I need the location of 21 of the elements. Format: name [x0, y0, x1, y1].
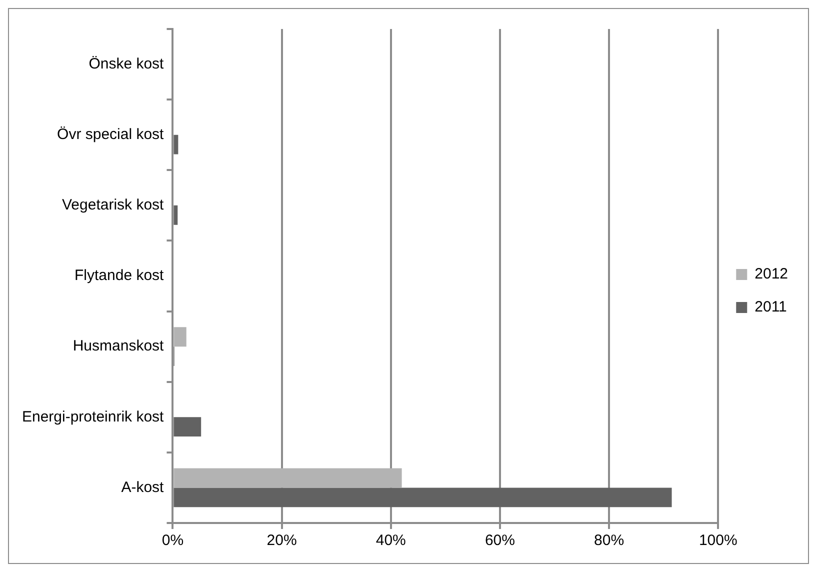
- bar: [174, 468, 402, 488]
- y-tick-label: Flytande kost: [74, 267, 165, 284]
- y-tick-label: Önske kost: [88, 55, 165, 72]
- bar: [174, 134, 178, 154]
- bar: [174, 327, 186, 347]
- bar: [174, 488, 672, 508]
- y-tick-label: Vegetarisk kost: [62, 196, 165, 214]
- x-tick-label: 100%: [698, 532, 738, 550]
- bar: [174, 205, 178, 225]
- legend-label: 2011: [754, 298, 787, 316]
- x-tick-label: 20%: [266, 532, 297, 550]
- x-tick-label: 0%: [162, 532, 184, 550]
- y-tick-label: A-kost: [121, 478, 165, 496]
- x-tick-label: 60%: [484, 532, 515, 550]
- legend-label: 2012: [754, 266, 788, 283]
- bar: [174, 417, 202, 437]
- y-tick-label: Husmanskost: [72, 338, 165, 355]
- y-tick-label: Övr special kost: [57, 126, 165, 143]
- x-tick-label: 40%: [376, 532, 406, 550]
- x-tick-label: 80%: [594, 532, 624, 550]
- y-tick-label: Energi-proteinrik kost: [22, 408, 165, 426]
